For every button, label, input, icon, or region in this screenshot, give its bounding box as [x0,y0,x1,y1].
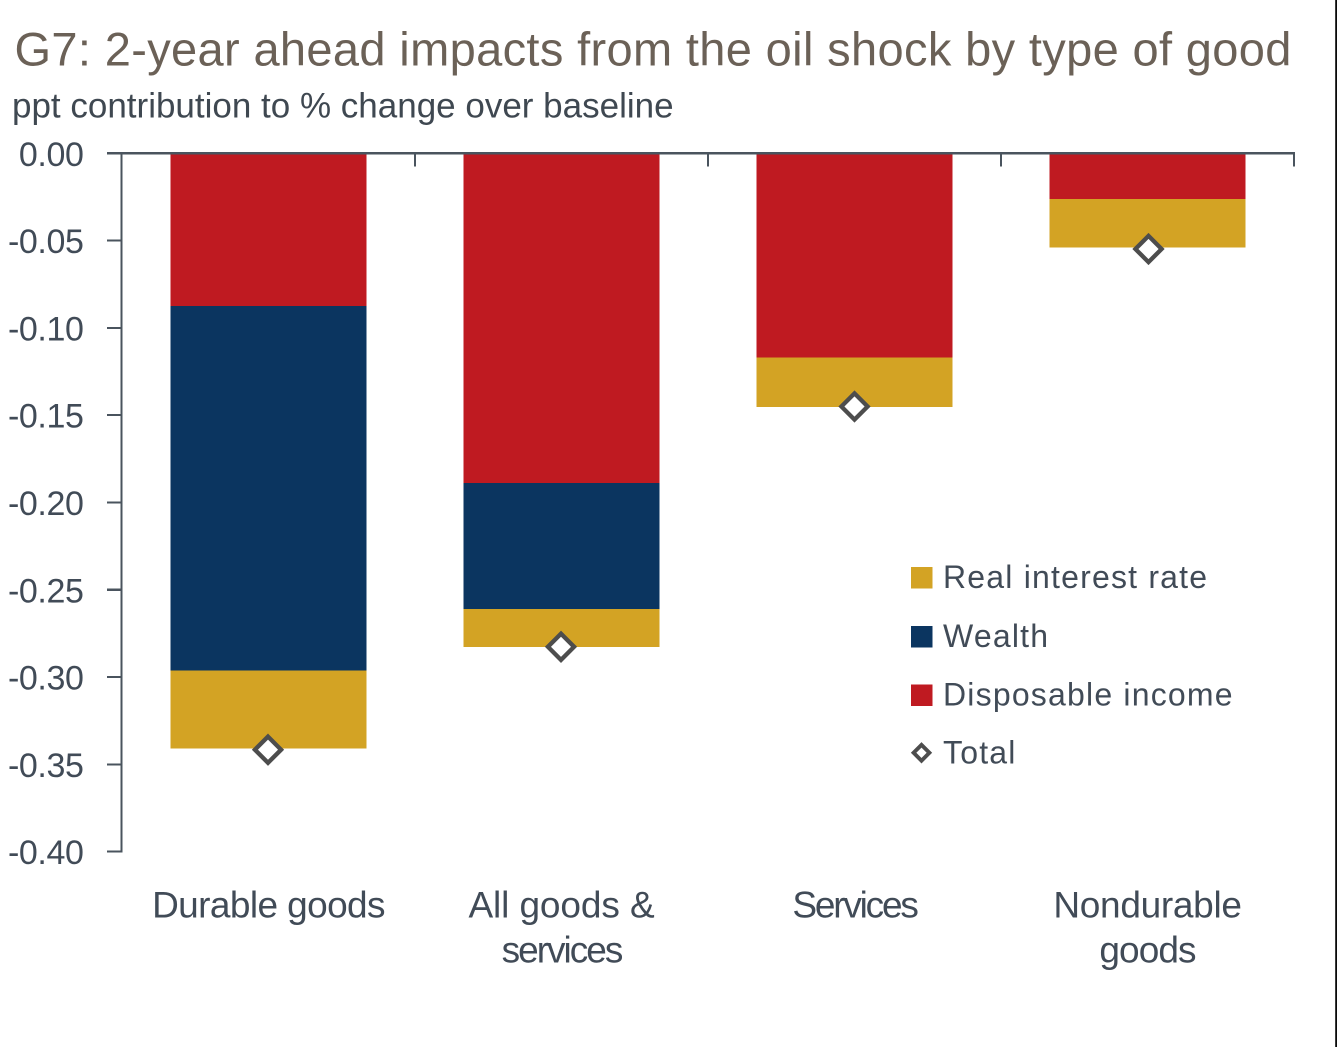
svg-text:-0.30: -0.30 [8,660,84,698]
svg-text:Nondurable: Nondurable [1053,884,1241,925]
svg-text:-0.35: -0.35 [8,747,84,785]
svg-text:Services: Services [792,884,918,925]
svg-text:Real interest rate: Real interest rate [943,559,1208,595]
svg-text:goods: goods [1099,930,1196,971]
svg-text:-0.20: -0.20 [8,485,84,523]
svg-text:G7: 2-year ahead impacts from: G7: 2-year ahead impacts from the oil sh… [15,22,1292,75]
svg-text:Disposable income: Disposable income [943,677,1234,713]
svg-text:services: services [502,930,623,971]
svg-text:Wealth: Wealth [943,618,1049,654]
svg-text:ppt contribution to % change o: ppt contribution to % change over baseli… [12,87,674,126]
svg-text:0.00: 0.00 [19,136,84,174]
svg-text:-0.05: -0.05 [8,223,84,261]
svg-text:-0.10: -0.10 [8,310,84,348]
svg-text:Total: Total [943,735,1017,771]
svg-text:All goods &: All goods & [468,884,654,925]
svg-text:-0.15: -0.15 [8,398,84,436]
svg-text:-0.25: -0.25 [8,572,84,610]
svg-text:Durable goods: Durable goods [152,884,385,925]
svg-text:-0.40: -0.40 [8,834,84,872]
